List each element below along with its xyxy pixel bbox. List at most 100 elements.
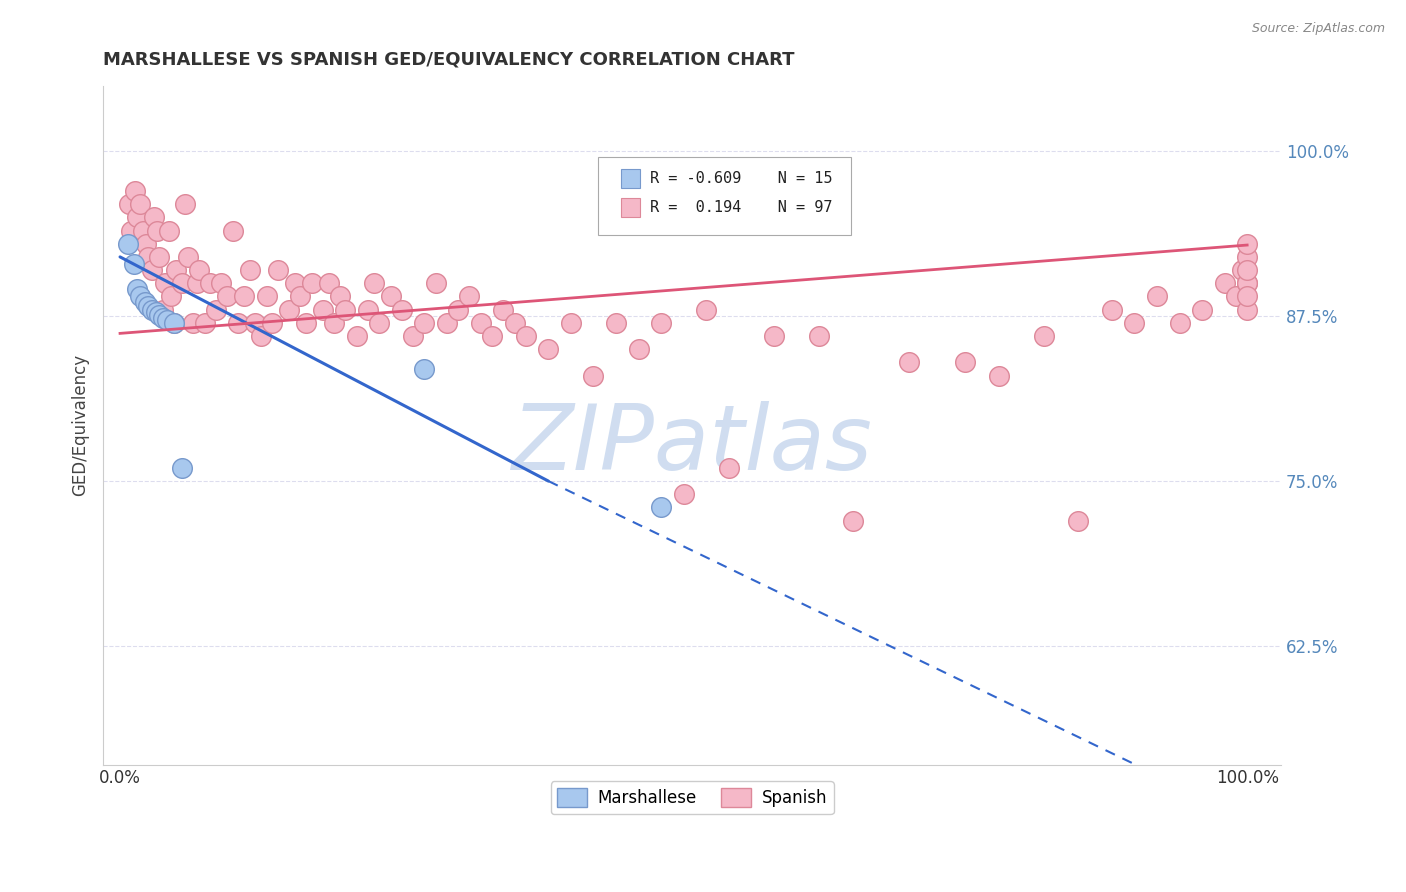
- Point: [228, 316, 250, 330]
- Point: [152, 302, 174, 317]
- Point: [145, 305, 167, 319]
- Point: [290, 289, 312, 303]
- Point: [118, 197, 141, 211]
- Point: [125, 281, 148, 295]
- Point: [301, 277, 323, 291]
- Point: [186, 277, 208, 291]
- Point: [200, 277, 222, 291]
- Point: [560, 316, 582, 330]
- Bar: [621, 198, 640, 218]
- Point: [807, 329, 830, 343]
- Point: [262, 316, 284, 330]
- Point: [146, 223, 169, 237]
- Point: [357, 302, 380, 317]
- Point: [672, 487, 695, 501]
- Text: Source: ZipAtlas.com: Source: ZipAtlas.com: [1251, 22, 1385, 36]
- Point: [278, 302, 301, 317]
- Point: [605, 316, 627, 330]
- Point: [148, 308, 170, 322]
- Point: [762, 329, 785, 343]
- Point: [148, 250, 170, 264]
- Point: [1067, 514, 1090, 528]
- Point: [380, 289, 402, 303]
- Point: [1101, 302, 1123, 317]
- Point: [163, 316, 186, 330]
- Point: [402, 329, 425, 343]
- Point: [163, 316, 186, 330]
- Point: [122, 256, 145, 270]
- Point: [627, 342, 650, 356]
- Point: [256, 289, 278, 303]
- Point: [312, 302, 335, 317]
- Point: [413, 316, 436, 330]
- Point: [1213, 277, 1236, 291]
- Point: [295, 316, 318, 330]
- Point: [503, 316, 526, 330]
- Point: [120, 223, 142, 237]
- Point: [650, 316, 672, 330]
- Point: [1236, 263, 1258, 277]
- Text: MARSHALLESE VS SPANISH GED/EQUIVALENCY CORRELATION CHART: MARSHALLESE VS SPANISH GED/EQUIVALENCY C…: [103, 51, 794, 69]
- Point: [136, 299, 159, 313]
- Point: [458, 289, 481, 303]
- Point: [447, 302, 470, 317]
- Point: [267, 263, 290, 277]
- FancyBboxPatch shape: [598, 157, 851, 235]
- Point: [222, 223, 245, 237]
- Point: [174, 197, 197, 211]
- Point: [176, 250, 198, 264]
- Point: [159, 289, 181, 303]
- Point: [492, 302, 515, 317]
- Point: [1236, 277, 1258, 291]
- Point: [841, 514, 863, 528]
- Text: ZIPatlas: ZIPatlas: [512, 401, 873, 490]
- Point: [1146, 289, 1168, 303]
- Point: [134, 294, 156, 309]
- Point: [1033, 329, 1056, 343]
- Point: [346, 329, 368, 343]
- Point: [153, 277, 176, 291]
- Point: [217, 289, 239, 303]
- Point: [157, 223, 180, 237]
- Point: [239, 263, 262, 277]
- Point: [329, 289, 352, 303]
- Point: [117, 236, 139, 251]
- Point: [211, 277, 233, 291]
- Y-axis label: GED/Equivalency: GED/Equivalency: [72, 354, 89, 496]
- Point: [413, 362, 436, 376]
- Point: [187, 263, 209, 277]
- Point: [335, 302, 357, 317]
- Point: [1168, 316, 1191, 330]
- Point: [136, 250, 159, 264]
- Point: [425, 277, 447, 291]
- Point: [363, 277, 385, 291]
- Point: [124, 184, 146, 198]
- Point: [245, 316, 267, 330]
- Text: R = -0.609    N = 15: R = -0.609 N = 15: [650, 171, 832, 186]
- Point: [181, 316, 204, 330]
- Point: [1230, 263, 1253, 277]
- Point: [1236, 302, 1258, 317]
- Point: [1236, 236, 1258, 251]
- Point: [470, 316, 492, 330]
- Point: [695, 302, 717, 317]
- Point: [1236, 250, 1258, 264]
- Point: [323, 316, 346, 330]
- Point: [955, 355, 977, 369]
- Point: [135, 236, 157, 251]
- Point: [515, 329, 537, 343]
- Legend: Marshallese, Spanish: Marshallese, Spanish: [551, 781, 834, 814]
- Point: [481, 329, 503, 343]
- Point: [368, 316, 391, 330]
- Point: [988, 368, 1011, 383]
- Point: [205, 302, 228, 317]
- Point: [1225, 289, 1247, 303]
- Point: [650, 500, 672, 515]
- Point: [898, 355, 921, 369]
- Point: [131, 223, 153, 237]
- Point: [1191, 302, 1213, 317]
- Point: [250, 329, 273, 343]
- Point: [170, 461, 193, 475]
- Point: [129, 289, 152, 303]
- Point: [141, 263, 163, 277]
